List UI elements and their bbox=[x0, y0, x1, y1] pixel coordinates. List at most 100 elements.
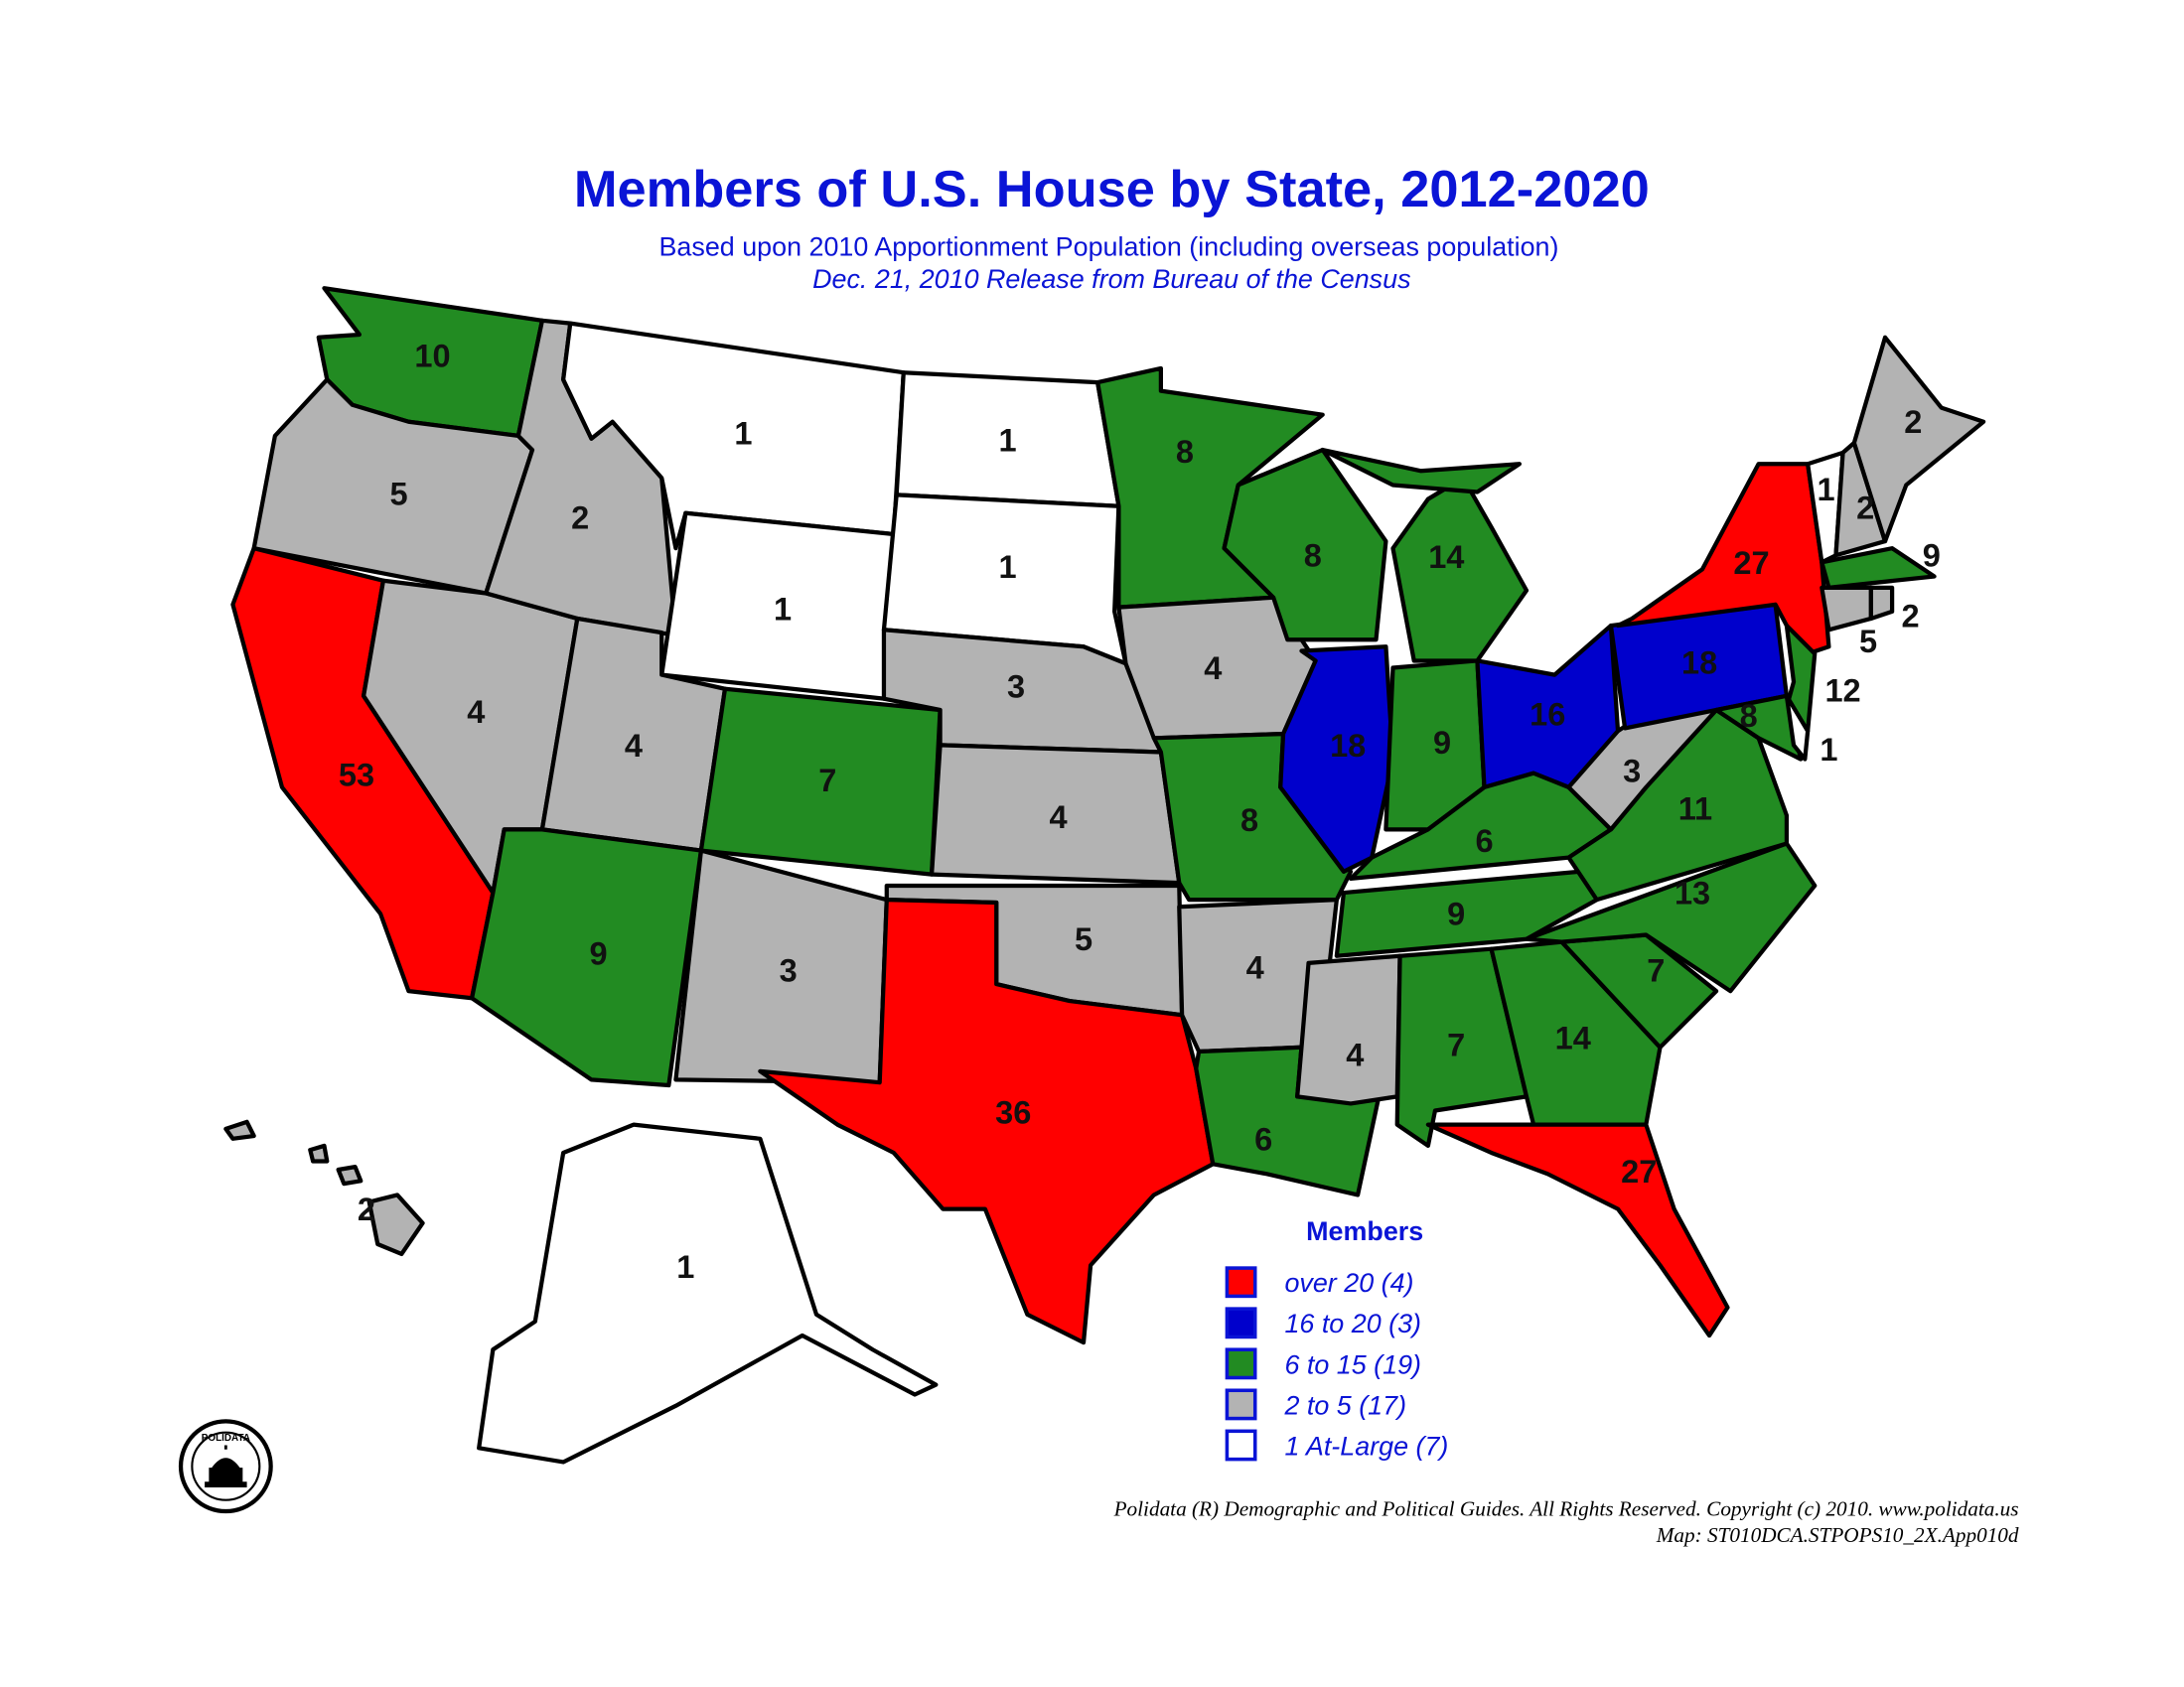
state bbox=[477, 1122, 939, 1465]
state-value: 7 bbox=[1447, 1027, 1465, 1062]
state bbox=[1868, 585, 1895, 622]
legend-label: over 20 (4) bbox=[1284, 1268, 1413, 1298]
state-value: 4 bbox=[1204, 650, 1222, 686]
state-value: 3 bbox=[1007, 668, 1025, 704]
state-shape bbox=[1820, 546, 1937, 590]
state-shape bbox=[1425, 1122, 1730, 1338]
state-value: 4 bbox=[467, 694, 485, 730]
state bbox=[1222, 447, 1388, 642]
state-value: 36 bbox=[995, 1094, 1031, 1130]
map-subtitle: Based upon 2010 Apportionment Population… bbox=[659, 232, 1559, 262]
states bbox=[223, 286, 1986, 1465]
state-shape bbox=[308, 1143, 330, 1164]
state bbox=[223, 1119, 425, 1257]
legend-swatch bbox=[1225, 1347, 1257, 1380]
state bbox=[469, 827, 704, 1088]
state-shape bbox=[1615, 462, 1831, 656]
logo-capitol bbox=[205, 1445, 247, 1487]
state-value: 7 bbox=[818, 763, 836, 798]
legend-swatch bbox=[1225, 1307, 1257, 1339]
state-value: 27 bbox=[1621, 1154, 1657, 1190]
state-shape bbox=[1222, 447, 1388, 642]
state-value: 2 bbox=[1901, 599, 1919, 634]
state bbox=[1278, 644, 1395, 874]
state bbox=[1615, 462, 1831, 656]
state-value: 8 bbox=[1176, 434, 1194, 470]
state-value: 8 bbox=[1740, 698, 1758, 734]
legend-swatch bbox=[1225, 1266, 1257, 1299]
state bbox=[1320, 447, 1529, 663]
state-value: 5 bbox=[1859, 624, 1877, 659]
state-shape bbox=[477, 1122, 939, 1465]
state-value: 4 bbox=[1246, 950, 1264, 986]
state bbox=[1820, 546, 1937, 590]
state bbox=[1295, 953, 1402, 1106]
state-shape bbox=[366, 1193, 425, 1257]
state-value: 7 bbox=[1647, 952, 1665, 988]
state-value: 5 bbox=[389, 476, 407, 511]
state bbox=[1851, 335, 1986, 544]
state-shape bbox=[1320, 447, 1523, 494]
state bbox=[1784, 693, 1811, 762]
state-value: 53 bbox=[339, 758, 374, 793]
state-value: 1 bbox=[1820, 732, 1837, 768]
state-value: 3 bbox=[1623, 753, 1641, 788]
state-value: 1 bbox=[998, 423, 1016, 459]
state-value: 2 bbox=[1904, 404, 1922, 440]
state-value: 8 bbox=[1304, 538, 1322, 574]
state-shape bbox=[1278, 644, 1395, 874]
state-value: 18 bbox=[1681, 644, 1717, 680]
state-value: 13 bbox=[1674, 875, 1710, 911]
state-shape bbox=[1868, 585, 1895, 622]
state-value: 4 bbox=[625, 728, 643, 764]
state-value: 5 bbox=[1075, 921, 1092, 957]
state-value: 14 bbox=[1555, 1020, 1591, 1055]
state bbox=[758, 898, 1216, 1345]
legend-title: Members bbox=[1306, 1216, 1423, 1246]
state-shape bbox=[336, 1165, 364, 1187]
state-shape bbox=[1390, 476, 1529, 663]
state bbox=[1425, 1122, 1730, 1338]
state-value: 3 bbox=[780, 952, 798, 988]
state-value: 9 bbox=[1447, 897, 1465, 932]
state-value: 9 bbox=[1923, 538, 1941, 574]
state-value: 4 bbox=[1049, 799, 1067, 835]
state-value: 9 bbox=[589, 935, 607, 971]
state-value: 2 bbox=[1856, 491, 1874, 526]
state bbox=[1714, 693, 1804, 762]
state-value: 4 bbox=[1346, 1037, 1364, 1072]
release-note: Dec. 21, 2010 Release from Bureau of the… bbox=[812, 264, 1410, 294]
state-shape bbox=[758, 898, 1216, 1345]
map-title: Members of U.S. House by State, 2012-202… bbox=[574, 161, 1650, 218]
state-value: 10 bbox=[414, 339, 450, 374]
legend-label: 6 to 15 (19) bbox=[1284, 1349, 1421, 1379]
state-shape bbox=[1334, 866, 1614, 958]
state-value: 6 bbox=[1254, 1121, 1272, 1157]
state-shape bbox=[1784, 693, 1811, 762]
footer-map-id: Map: ST010DCA.STPOPS10_2X.App010d bbox=[1656, 1523, 2019, 1547]
state-value: 2 bbox=[358, 1192, 375, 1227]
legend: over 20 (4) 16 to 20 (3) 6 to 15 (19) 2 to … bbox=[1225, 1266, 1448, 1462]
state-shape bbox=[1295, 953, 1402, 1106]
state-value: 1 bbox=[774, 591, 792, 627]
legend-label: 1 At-Large (7) bbox=[1284, 1431, 1448, 1461]
state-shape bbox=[1851, 335, 1986, 544]
logo-text: POLIDATA bbox=[202, 1433, 250, 1444]
legend-label: 16 to 20 (3) bbox=[1284, 1309, 1421, 1338]
state-value: 1 bbox=[676, 1249, 694, 1285]
state-value: 12 bbox=[1824, 673, 1860, 709]
footer-copyright: Polidata (R) Demographic and Political G… bbox=[1113, 1496, 2019, 1520]
state-value: 14 bbox=[1428, 539, 1464, 575]
state-shape bbox=[223, 1119, 256, 1141]
state-value: 6 bbox=[1475, 823, 1493, 859]
legend-swatch bbox=[1225, 1388, 1257, 1421]
state-value: 8 bbox=[1240, 802, 1258, 838]
state-value: 1 bbox=[998, 549, 1016, 585]
state-shape bbox=[469, 827, 704, 1088]
state-value: 18 bbox=[1330, 728, 1366, 764]
state-value: 11 bbox=[1678, 791, 1712, 827]
state-value: 1 bbox=[1818, 472, 1835, 507]
logo: POLIDATA bbox=[178, 1419, 273, 1514]
legend-swatch bbox=[1225, 1429, 1257, 1462]
